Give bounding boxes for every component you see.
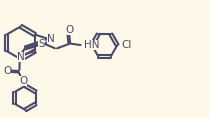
Text: Cl: Cl (121, 40, 131, 50)
Text: O: O (3, 65, 12, 76)
Text: HN: HN (84, 40, 99, 50)
Text: N: N (17, 52, 25, 61)
Text: N: N (47, 34, 55, 44)
Text: S: S (38, 38, 45, 48)
Text: O: O (19, 76, 28, 86)
Text: O: O (66, 25, 74, 35)
